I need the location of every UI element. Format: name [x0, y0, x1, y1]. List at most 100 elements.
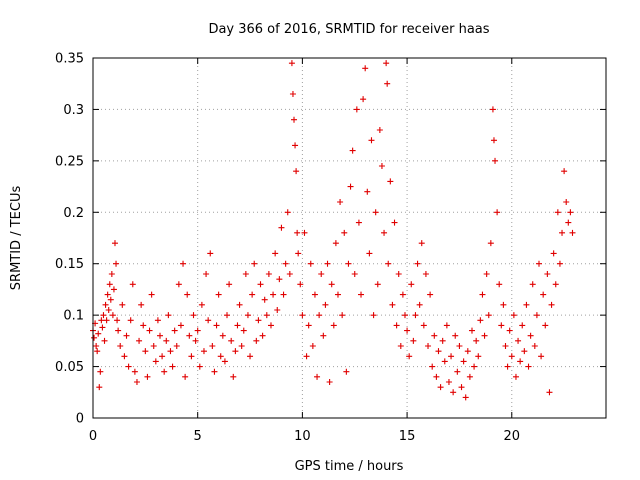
- data-point: [133, 379, 140, 385]
- plot-frame: [92, 57, 607, 419]
- data-point: [544, 271, 551, 277]
- data-point: [180, 260, 187, 267]
- data-point: [393, 322, 400, 329]
- data-point: [123, 332, 130, 339]
- data-point: [253, 337, 260, 344]
- data-point: [111, 240, 118, 247]
- data-point: [161, 368, 168, 375]
- data-point: [173, 343, 180, 349]
- data-point: [475, 353, 482, 360]
- data-point: [100, 312, 107, 319]
- data-point: [188, 353, 195, 360]
- data-point: [278, 224, 285, 231]
- data-point: [477, 317, 484, 324]
- data-point: [429, 363, 436, 370]
- data-point: [215, 291, 222, 298]
- data-point: [559, 229, 566, 236]
- data-point: [316, 312, 323, 319]
- data-point: [360, 96, 367, 103]
- data-point: [416, 301, 423, 308]
- data-point: [127, 317, 134, 324]
- y-tick-label: 0.1: [63, 309, 84, 324]
- data-point: [489, 106, 496, 113]
- data-point: [561, 168, 568, 175]
- data-point: [148, 291, 155, 298]
- data-point: [106, 281, 113, 288]
- data-point: [358, 291, 365, 298]
- data-point: [414, 260, 421, 267]
- data-point: [284, 209, 291, 216]
- data-point: [521, 348, 528, 355]
- data-point: [427, 291, 434, 298]
- data-point: [293, 168, 300, 175]
- data-point: [125, 363, 132, 370]
- data-point: [307, 260, 314, 267]
- data-point: [108, 271, 115, 277]
- data-point: [406, 353, 413, 360]
- data-point: [420, 322, 427, 329]
- data-point: [301, 229, 308, 236]
- data-point: [138, 301, 145, 308]
- data-point: [328, 281, 335, 288]
- data-point: [395, 271, 402, 277]
- data-point: [397, 343, 404, 349]
- data-point: [479, 291, 486, 298]
- data-point: [232, 348, 239, 355]
- data-point: [540, 291, 547, 298]
- data-point: [441, 358, 448, 365]
- data-point: [473, 337, 480, 344]
- data-point: [500, 301, 507, 308]
- data-point: [481, 332, 488, 339]
- data-point: [355, 219, 362, 226]
- data-point: [251, 260, 258, 267]
- y-tick-labels: 0 0.05 0.1 0.15 0.2 0.25 0.3 0.35: [55, 52, 84, 427]
- data-point: [103, 317, 110, 324]
- data-point: [502, 343, 509, 349]
- data-point: [399, 291, 406, 298]
- data-point: [552, 281, 559, 288]
- data-point: [194, 327, 201, 334]
- data-point: [288, 60, 295, 67]
- data-point: [230, 373, 237, 380]
- data-point: [91, 334, 98, 341]
- data-point: [175, 281, 182, 288]
- data-point: [431, 332, 438, 339]
- data-point: [523, 301, 530, 308]
- data-point: [192, 337, 199, 344]
- data-point: [387, 178, 394, 185]
- data-point: [140, 322, 147, 329]
- data-point: [458, 384, 465, 391]
- data-point: [203, 271, 210, 277]
- data-point: [209, 343, 216, 349]
- data-point: [270, 291, 277, 298]
- data-point: [142, 348, 149, 355]
- data-point: [154, 317, 161, 324]
- data-point: [565, 219, 572, 226]
- data-point: [332, 240, 339, 247]
- x-axis-label: GPS time / hours: [295, 459, 404, 474]
- data-point: [330, 322, 337, 329]
- data-point: [496, 281, 503, 288]
- data-point: [349, 147, 356, 154]
- data-point: [519, 322, 526, 329]
- data-point: [276, 276, 283, 283]
- data-point: [410, 337, 417, 344]
- data-point: [494, 209, 501, 216]
- data-point: [556, 260, 563, 267]
- data-point: [490, 137, 497, 144]
- data-point: [341, 229, 348, 236]
- data-point: [167, 348, 174, 355]
- data-point: [309, 343, 316, 349]
- data-point: [437, 384, 444, 391]
- data-point: [263, 312, 270, 319]
- data-point: [259, 332, 266, 339]
- data-point: [452, 332, 459, 339]
- data-point: [448, 353, 455, 360]
- y-tick-label: 0.25: [55, 154, 84, 169]
- data-point: [389, 301, 396, 308]
- data-point: [226, 281, 233, 288]
- data-point: [433, 373, 440, 380]
- x-tick-labels: 0 5 10 15 20: [89, 429, 520, 444]
- data-point: [563, 199, 570, 205]
- data-point: [374, 281, 381, 288]
